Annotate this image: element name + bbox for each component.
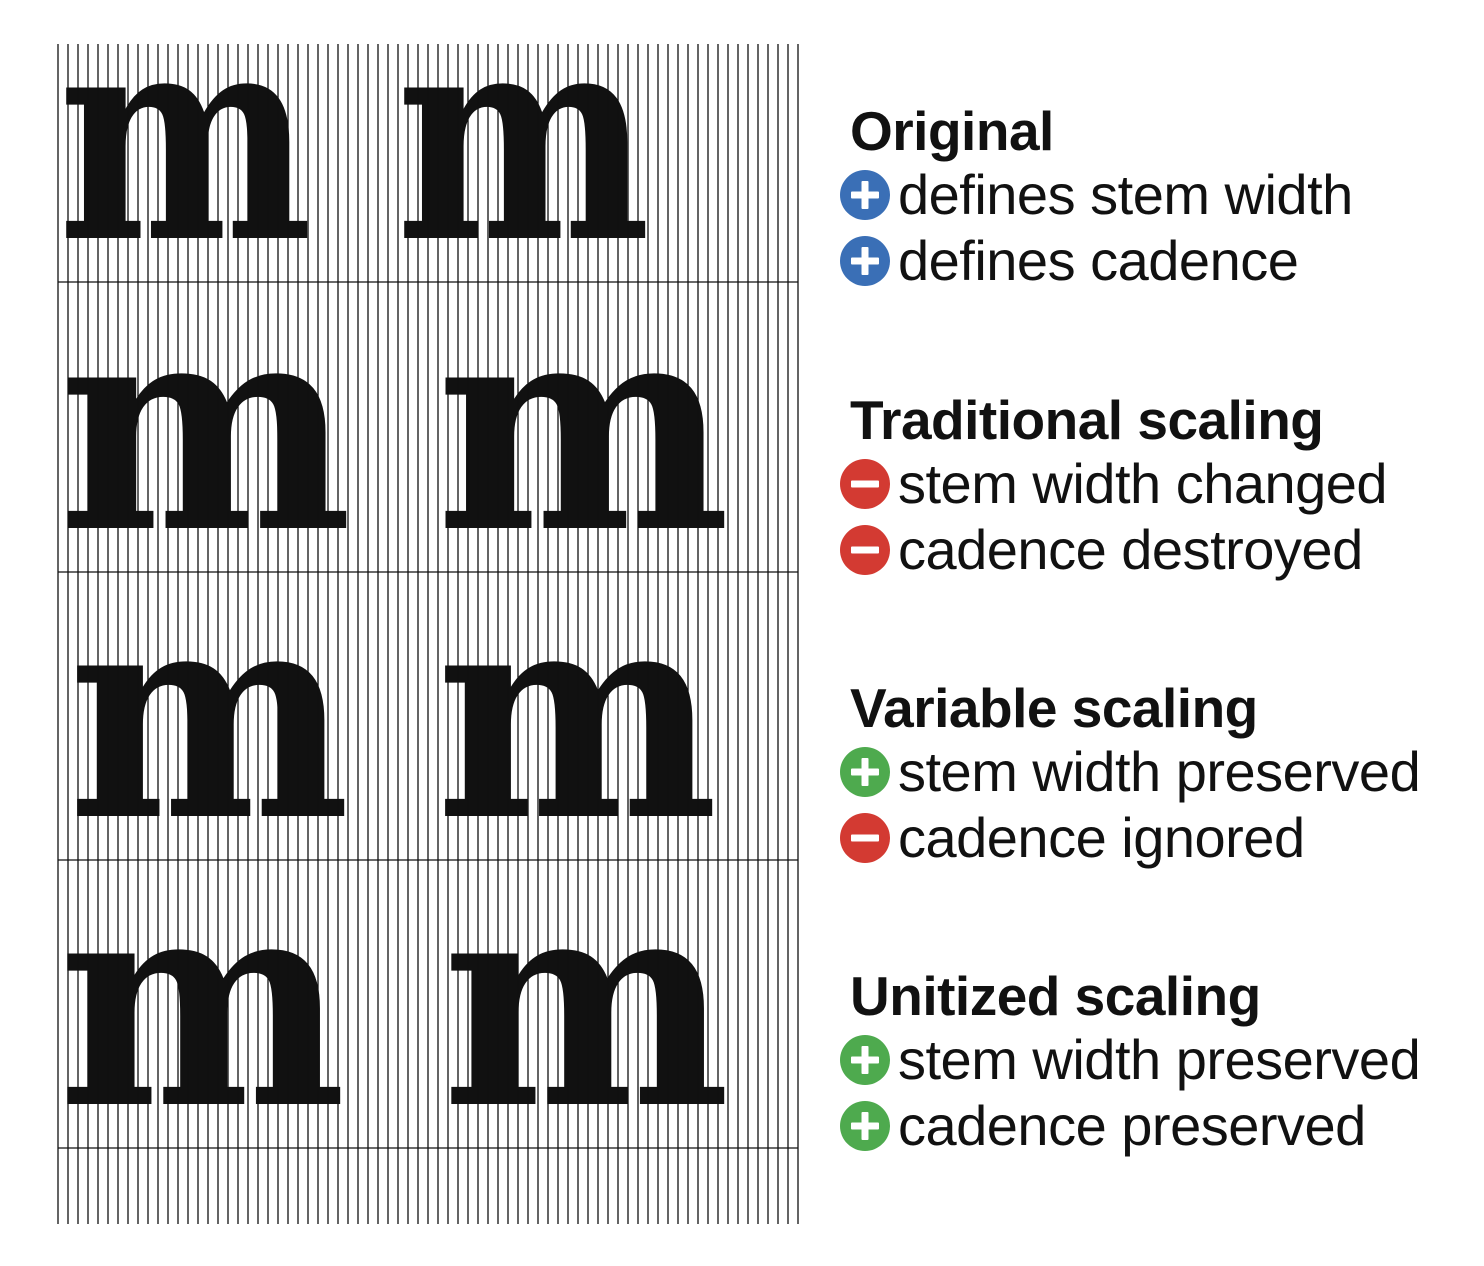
letter-row-traditional: m m [58,282,800,572]
legend-item-text: defines cadence [898,229,1299,292]
legend-item-text: stem width preserved [898,740,1421,803]
minus-circle-icon [840,813,890,863]
legend-original: Original defines stem width defines cade… [840,100,1460,294]
legend-item: cadence destroyed [840,517,1460,583]
glyph-m: m [68,545,351,885]
plus-circle-icon [840,1035,890,1085]
legend-item: defines cadence [840,228,1460,294]
letter-row-original: m m [58,0,800,282]
minus-circle-icon [840,459,890,509]
legend-item-text: stem width changed [898,452,1388,515]
plus-circle-icon [840,170,890,220]
letter-row-variable: m m [58,570,800,860]
plus-circle-icon [840,236,890,286]
legend-item: stem width preserved [840,739,1460,805]
legend-item-text: cadence ignored [898,806,1305,869]
legend-item: cadence ignored [840,805,1460,871]
block-title: Original [850,100,1054,162]
legend-item: stem width changed [840,451,1460,517]
block-title: Variable scaling [850,677,1258,739]
block-title: Unitized scaling [850,965,1261,1027]
legend-traditional-scaling: Traditional scaling stem width changed c… [840,389,1460,583]
minus-circle-icon [840,525,890,575]
legend-item-text: defines stem width [898,163,1353,226]
plus-circle-icon [840,747,890,797]
block-title: Traditional scaling [850,389,1324,451]
glyph-m: m [58,257,353,597]
letter-row-unitized: m m [58,858,800,1148]
legend-unitized-scaling: Unitized scaling stem width preserved ca… [840,965,1460,1159]
glyph-m: m [436,545,719,885]
glyph-m: m [396,0,651,307]
legend-item: stem width preserved [840,1027,1460,1093]
legend-item-text: cadence destroyed [898,518,1363,581]
glyph-m: m [436,257,731,597]
glyph-m: m [442,833,731,1173]
legend-item-text: stem width preserved [898,1028,1421,1091]
glyph-m: m [58,0,313,307]
plus-circle-icon [840,1101,890,1151]
legend-item-text: cadence preserved [898,1094,1366,1157]
legend-item: defines stem width [840,162,1460,228]
legend-item: cadence preserved [840,1093,1460,1159]
glyph-m: m [58,833,347,1173]
legend-variable-scaling: Variable scaling stem width preserved ca… [840,677,1460,871]
